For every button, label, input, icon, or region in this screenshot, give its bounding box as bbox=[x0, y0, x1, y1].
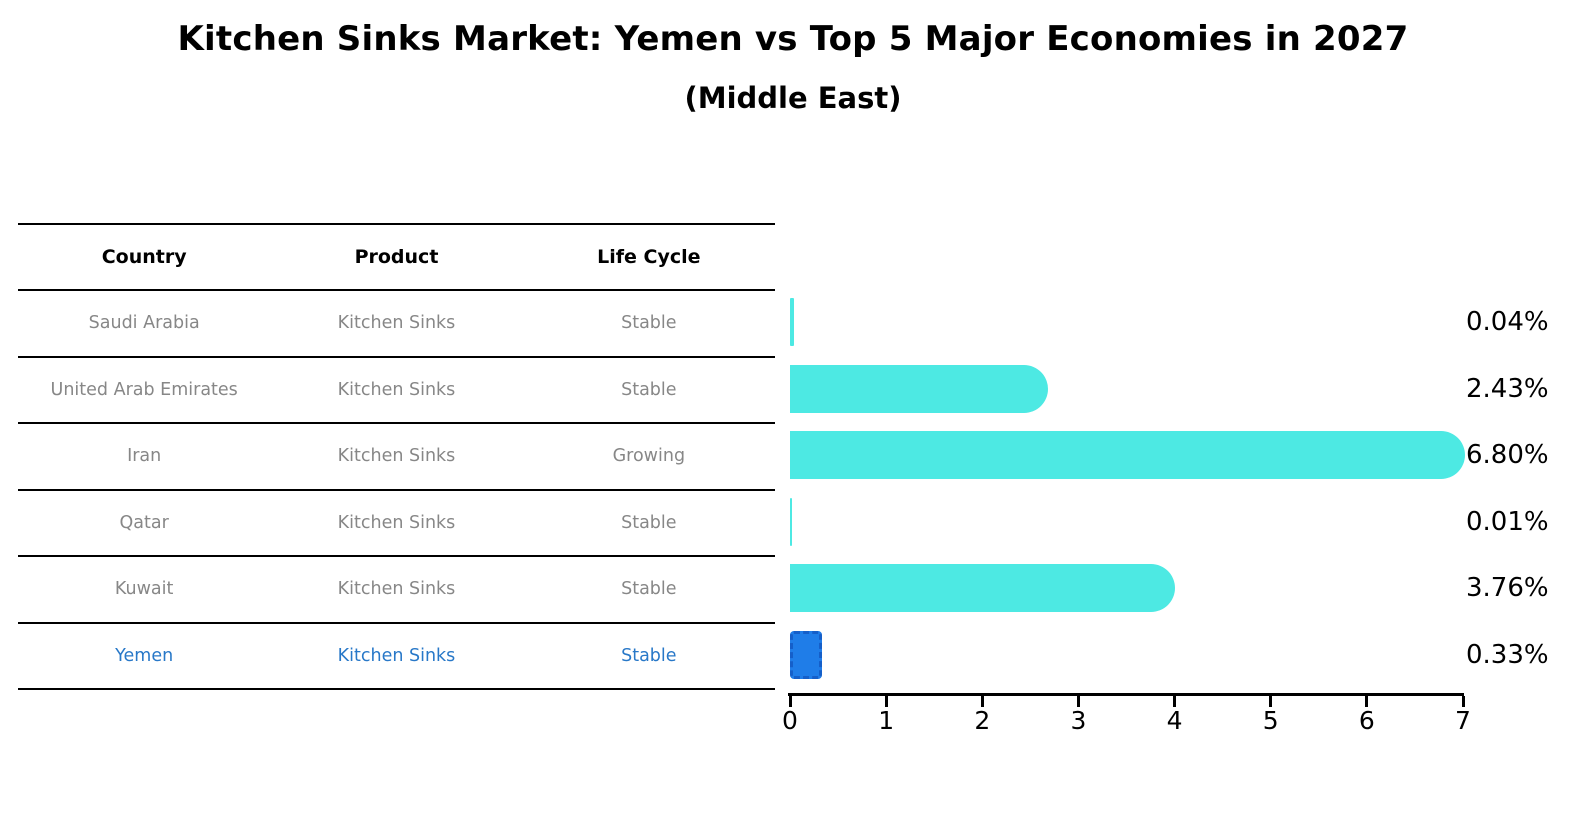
value-labels: 0.04% 2.43% 6.80% 0.01% 3.76% 0.33% bbox=[1464, 289, 1586, 688]
bar-row bbox=[790, 555, 1465, 622]
comparison-table: Country Product Life Cycle Saudi Arabia K… bbox=[18, 223, 775, 690]
value-label-qatar: 0.01% bbox=[1466, 506, 1549, 537]
table-cell-product: Kitchen Sinks bbox=[337, 446, 456, 467]
bar-row bbox=[790, 422, 1465, 489]
x-axis: 0 1 2 3 4 5 6 7 bbox=[782, 693, 1471, 738]
bar-yemen bbox=[790, 630, 822, 679]
x-axis-tick-label: 7 bbox=[1455, 706, 1471, 735]
bar-saudi-arabia bbox=[790, 298, 794, 347]
table-header-lifecycle: Life Cycle bbox=[597, 246, 701, 268]
bars bbox=[790, 289, 1465, 688]
x-axis-line bbox=[788, 693, 1464, 696]
table-cell-country: Qatar bbox=[119, 512, 169, 533]
table-cell-product: Kitchen Sinks bbox=[337, 512, 456, 533]
x-axis-tick-label: 0 bbox=[782, 706, 798, 735]
x-axis-tick-label: 4 bbox=[1166, 706, 1183, 735]
table-cell-country: Saudi Arabia bbox=[88, 313, 200, 334]
table-cell-country: Kuwait bbox=[114, 579, 174, 600]
bar-kuwait bbox=[790, 564, 1176, 613]
table-cell-lifecycle: Stable bbox=[621, 645, 677, 666]
bar-row bbox=[790, 289, 1465, 356]
table-cell-product: Kitchen Sinks bbox=[337, 579, 456, 600]
x-axis-tick-label: 5 bbox=[1262, 706, 1279, 735]
bar-row bbox=[790, 489, 1465, 556]
table-body: Saudi Arabia Kitchen Sinks Stable United Ar… bbox=[18, 291, 775, 690]
x-axis-tick-label: 6 bbox=[1358, 706, 1375, 735]
chart-subtitle: (Middle East) bbox=[684, 81, 902, 115]
x-axis-tick bbox=[1365, 696, 1369, 707]
x-axis-tick bbox=[788, 696, 792, 707]
table-cell-product: Kitchen Sinks bbox=[337, 379, 456, 400]
table-row-iran: Iran Kitchen Sinks Growing bbox=[18, 424, 775, 491]
x-axis-tick-label: 1 bbox=[878, 706, 895, 735]
x-axis-tick bbox=[1461, 696, 1465, 707]
value-label-kuwait: 3.76% bbox=[1466, 573, 1549, 604]
table-cell-country: United Arab Emirates bbox=[50, 379, 238, 400]
table-cell-lifecycle: Growing bbox=[612, 446, 686, 467]
value-label-saudi-arabia: 0.04% bbox=[1466, 307, 1549, 338]
table-row-kuwait: Kuwait Kitchen Sinks Stable bbox=[18, 557, 775, 624]
table-cell-product: Kitchen Sinks bbox=[337, 645, 456, 666]
table-row-united-arab-emirates: United Arab Emirates Kitchen Sinks Stable bbox=[18, 358, 775, 424]
x-axis-tick bbox=[1173, 696, 1177, 707]
table-header-product: Product bbox=[354, 246, 439, 268]
table-row-saudi-arabia: Saudi Arabia Kitchen Sinks Stable bbox=[18, 291, 775, 358]
x-axis-tick bbox=[980, 696, 984, 707]
table-row-yemen: Yemen Kitchen Sinks Stable bbox=[18, 624, 775, 690]
value-label-united-arab-emirates: 2.43% bbox=[1466, 373, 1549, 404]
x-axis-tick-label: 2 bbox=[974, 706, 991, 735]
x-axis-tick bbox=[1076, 696, 1080, 707]
x-axis-tick bbox=[884, 696, 888, 707]
chart-title: Kitchen Sinks Market: Yemen vs Top 5 Maj… bbox=[177, 19, 1409, 59]
table-cell-lifecycle: Stable bbox=[621, 313, 677, 334]
table-cell-lifecycle: Stable bbox=[621, 579, 677, 600]
table-cell-lifecycle: Stable bbox=[621, 379, 677, 400]
bar-row bbox=[790, 356, 1465, 423]
table-cell-country: Yemen bbox=[115, 645, 174, 666]
table-header-country: Country bbox=[101, 246, 187, 268]
bar-qatar bbox=[790, 497, 792, 546]
x-axis-tick bbox=[1269, 696, 1273, 707]
table-cell-product: Kitchen Sinks bbox=[337, 313, 456, 334]
table-header-row: Country Product Life Cycle bbox=[18, 223, 775, 291]
bar-united-arab-emirates bbox=[790, 364, 1048, 413]
table-cell-lifecycle: Stable bbox=[621, 512, 677, 533]
table-cell-country: Iran bbox=[127, 446, 162, 467]
bar-row bbox=[790, 622, 1465, 689]
value-label-yemen: 0.33% bbox=[1466, 639, 1549, 670]
value-label-iran: 6.80% bbox=[1466, 440, 1549, 471]
x-axis-tick-label: 3 bbox=[1070, 706, 1087, 735]
bar-iran bbox=[790, 431, 1465, 480]
table-row-qatar: Qatar Kitchen Sinks Stable bbox=[18, 491, 775, 557]
